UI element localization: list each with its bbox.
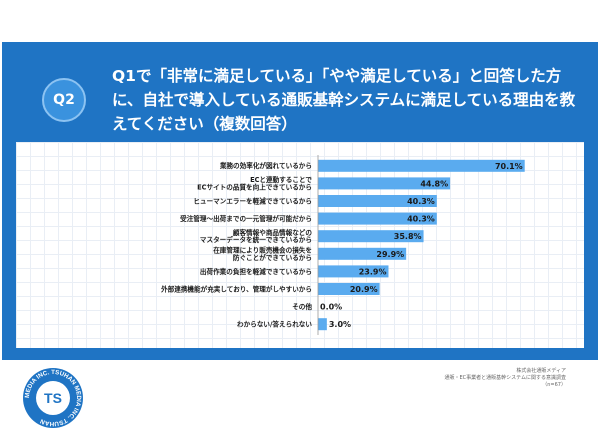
bar [318, 159, 525, 172]
category-label: 受注管理〜出荷までの一元管理が可能だから [180, 214, 312, 223]
category-label: その他 [292, 302, 312, 311]
survey-frame: Q2 Q1で「非常に満足している」「やや満足している」と回答した方に、自社で導入… [2, 42, 598, 428]
value-label: 44.8% [420, 179, 448, 188]
category-label: ECと連動することで ECサイトの品質を向上できているから [197, 175, 312, 191]
source-line-3: （n=67） [542, 382, 566, 388]
category-label: 出荷作業の負担を軽減できているから [200, 267, 312, 276]
value-label: 3.0% [329, 320, 351, 329]
bar [318, 177, 451, 190]
source-note: 株式会社通販メディア 通販・EC事業者と通販基幹システムに関する意識調査 （n=… [416, 368, 566, 389]
source-line-1: 株式会社通販メディア [516, 368, 566, 374]
category-label: ヒューマンエラーを軽減できているから [193, 196, 312, 205]
value-label: 70.1% [495, 162, 523, 171]
question-header: Q2 Q1で「非常に満足している」「やや満足している」と回答した方に、自社で導入… [2, 42, 598, 142]
bar [318, 283, 380, 295]
value-label: 40.3% [407, 215, 435, 224]
category-label: 顧客情報や商品情報などのマスターデータを統一できているから [200, 228, 312, 244]
category-label: 在庫管理により販売機会の損失を防ぐことができているから [213, 246, 312, 262]
bar [318, 230, 424, 243]
bar [318, 318, 327, 331]
source-line-2: 通販・EC事業者と通販基幹システムに関する意識調査 [444, 375, 566, 381]
logo-letter: TS [44, 390, 62, 406]
value-label: 35.8% [394, 232, 422, 241]
question-badge: Q2 [42, 78, 86, 122]
company-logo: MEDIA INC. TSUHAN MEDIA INC. TSUHAN TS [22, 367, 84, 429]
category-label: 外部連携機能が充実しており、管理がしやすいから [161, 284, 312, 293]
bar [318, 195, 437, 207]
value-label: 40.3% [407, 197, 435, 206]
bar [318, 212, 437, 225]
category-label: 業務の効率化が図れているから [219, 161, 312, 170]
category-label: わからない/答えられない [237, 320, 312, 329]
bar [318, 247, 407, 260]
bar-chart: 業務の効率化が図れているから 70.1% ECと連動することで ECサイトの品質を向上… [161, 155, 525, 335]
value-label: 20.9% [350, 285, 378, 294]
question-text: Q1で「非常に満足している」「やや満足している」と回答した方に、自社で導入してい… [112, 67, 576, 133]
value-label: 23.9% [359, 267, 387, 276]
value-label: 0.0% [320, 303, 342, 312]
value-label: 29.9% [376, 250, 404, 259]
chart-panel: 業務の効率化が図れているから 70.1% ECと連動することで ECサイトの品質を向上… [16, 142, 584, 428]
bar [318, 265, 389, 278]
logo-icon: MEDIA INC. TSUHAN MEDIA INC. TSUHAN TS [23, 368, 83, 428]
